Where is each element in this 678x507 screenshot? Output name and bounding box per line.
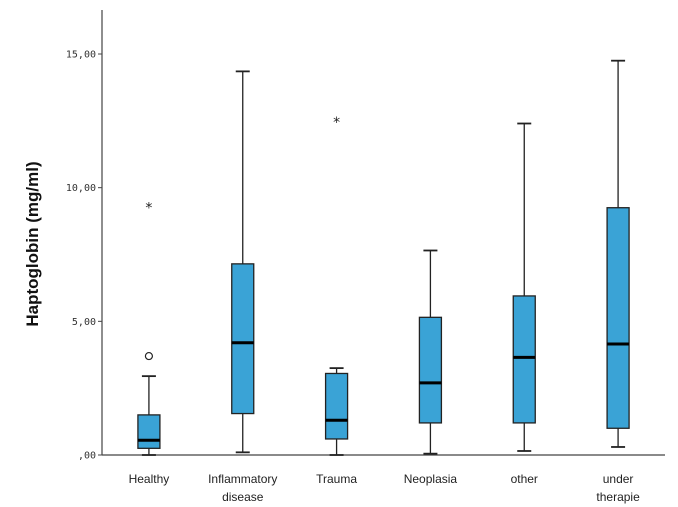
box-group: * [137,200,161,456]
y-tick-label: 10,00 [66,183,96,194]
box-group: * [324,115,349,456]
iqr-box [231,263,255,415]
axes [101,10,665,456]
y-axis-title: Haptoglobin (mg/ml) [23,161,42,326]
boxes: ** [137,59,630,456]
x-tick-label: Healthy [129,472,170,486]
outlier-star: * [145,200,152,216]
x-tick-label: under [603,472,634,486]
box-group [231,70,255,454]
box-group [606,59,630,448]
y-tick-label: ,00 [78,451,96,462]
y-tick-label: 5,00 [72,317,96,328]
iqr-box [606,207,630,429]
x-tick-labels: Healthy Inflammatory disease Trauma Neoplasi… [129,472,641,504]
y-tick-label: 15,00 [66,50,96,61]
box-group [418,249,443,455]
x-tick-label: therapie [596,490,640,504]
x-tick-label: Inflammatory [208,472,277,486]
box-group [512,122,536,452]
x-tick-label: Neoplasia [404,472,458,486]
x-tick-label: Trauma [316,472,357,486]
x-tick-label: disease [222,490,264,504]
outlier-star: * [333,115,340,131]
iqr-box [512,295,536,424]
iqr-box [418,316,443,424]
y-ticks: ,00 5,00 10,00 15,00 [66,50,102,462]
iqr-box [324,372,349,440]
x-tick-label: other [511,472,538,486]
outlier-circle [144,351,154,361]
iqr-box [137,414,161,449]
